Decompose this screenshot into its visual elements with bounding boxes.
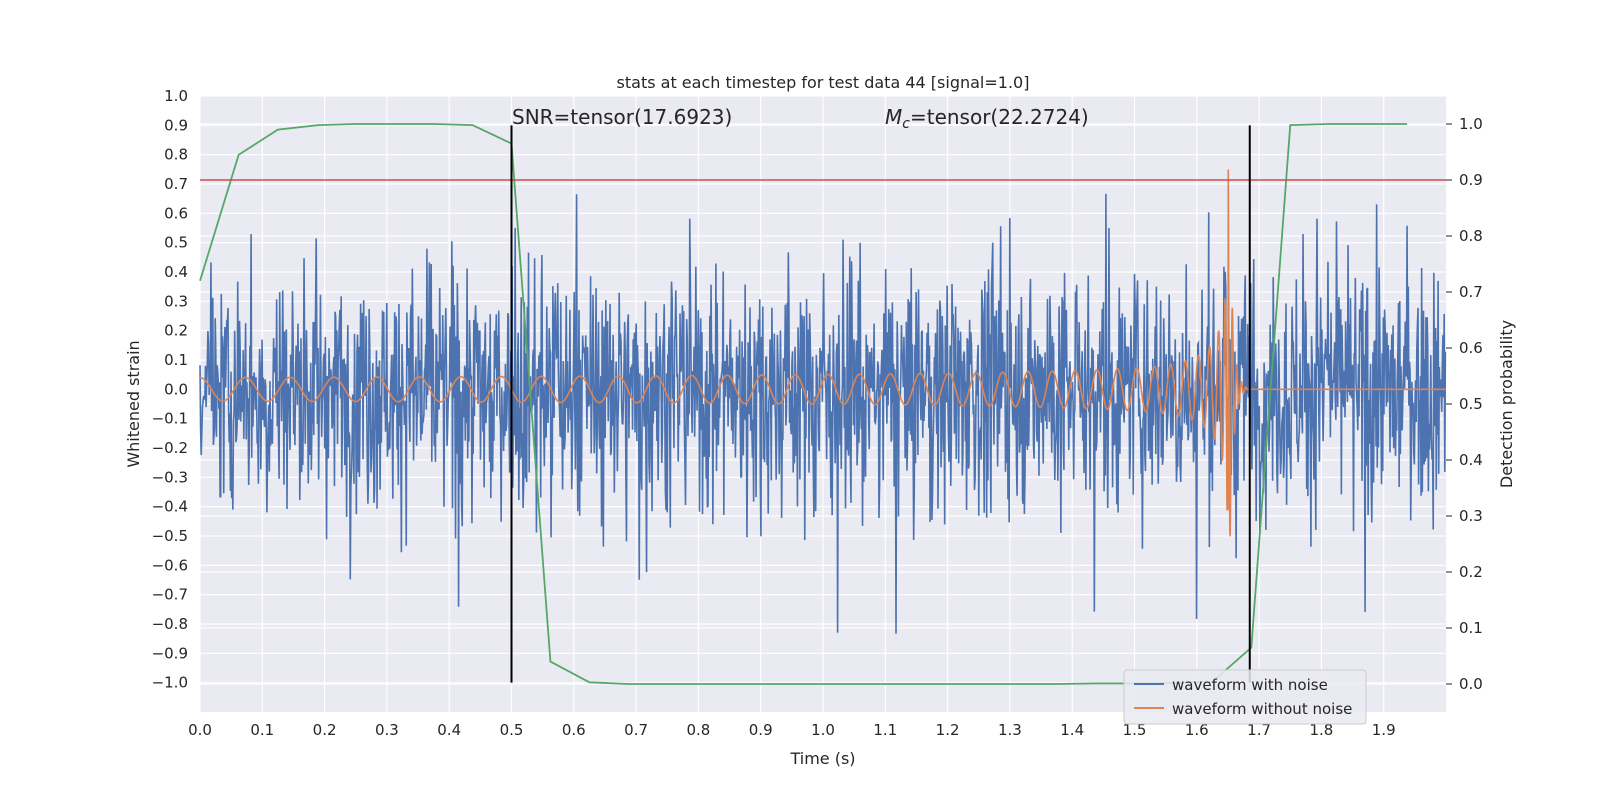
ticks-layer: 0.0 0.1 0.2 0.3 0.4 0.5 0.6 0.7 0.8 0.9 1.0 1.1 1.2 1… xyxy=(152,87,1483,739)
y-tick-label: 0.6 xyxy=(164,204,188,222)
x-tick-label: 1.7 xyxy=(1247,721,1271,739)
legend-label-clean: waveform without noise xyxy=(1172,700,1352,718)
y-tick-label: 0.2 xyxy=(164,322,188,340)
y-tick-label: 1.0 xyxy=(164,87,188,105)
y-tick-label: 0.9 xyxy=(164,116,188,134)
y-tick-label: 0.7 xyxy=(164,175,188,193)
x-tick-label: 0.9 xyxy=(749,721,773,739)
legend-box xyxy=(1123,669,1367,725)
waveform-without-noise-line xyxy=(199,169,1446,537)
y-tick-label: 0.4 xyxy=(164,263,188,281)
y-right-tick-label: 0.4 xyxy=(1459,451,1483,469)
x-tick-label: 0.2 xyxy=(313,721,337,739)
y-right-tick-label: 0.2 xyxy=(1459,563,1483,581)
y-tick-label: −0.9 xyxy=(152,644,188,662)
waveform-with-noise-line xyxy=(199,193,1447,634)
y-right-tick-label: 0.1 xyxy=(1459,619,1483,637)
y-tick-label: 0.3 xyxy=(164,292,188,310)
x-tick-label: 0.5 xyxy=(500,721,524,739)
x-tick-label: 0.0 xyxy=(188,721,212,739)
y-right-tick-label: 0.9 xyxy=(1459,171,1483,189)
chirp-mass-symbol: M xyxy=(885,105,902,129)
x-tick-label: 0.7 xyxy=(624,721,648,739)
y-right-tick-label: 0.3 xyxy=(1459,507,1483,525)
chirp-mass-subscript: c xyxy=(902,116,910,132)
y-tick-label: −0.2 xyxy=(152,439,188,457)
x-tick-label: 1.6 xyxy=(1185,721,1209,739)
y-right-tick-label: 1.0 xyxy=(1459,115,1483,133)
y-right-axis-label: Detection probability xyxy=(1497,320,1516,488)
y-right-tick-label: 0.7 xyxy=(1459,283,1483,301)
y-tick-label: −0.1 xyxy=(152,410,188,428)
y-axis-label: Whitened strain xyxy=(124,340,143,467)
snr-annotation: SNR=tensor(17.6923) xyxy=(512,105,732,129)
y-tick-label: 0.0 xyxy=(164,380,188,398)
x-tick-label: 1.8 xyxy=(1309,721,1333,739)
x-tick-label: 1.9 xyxy=(1372,721,1396,739)
x-tick-label: 0.4 xyxy=(437,721,461,739)
x-axis-label: Time (s) xyxy=(789,749,855,768)
y-right-tick-label: 0.5 xyxy=(1459,395,1483,413)
y-tick-label: 0.5 xyxy=(164,234,188,252)
chart-title: stats at each timestep for test data 44 … xyxy=(617,73,1030,92)
y-tick-label: −0.6 xyxy=(152,556,188,574)
y-right-tick-label: 0.0 xyxy=(1459,675,1483,693)
x-tick-label: 1.1 xyxy=(873,721,897,739)
x-tick-label: 1.3 xyxy=(998,721,1022,739)
legend: waveform with noise waveform without noi… xyxy=(1123,669,1367,725)
y-tick-label: −1.0 xyxy=(152,674,188,692)
x-tick-label: 1.0 xyxy=(811,721,835,739)
x-tick-label: 0.8 xyxy=(686,721,710,739)
y-tick-label: −0.7 xyxy=(152,586,188,604)
y-tick-label: −0.4 xyxy=(152,498,188,516)
y-right-tick-label: 0.8 xyxy=(1459,227,1483,245)
x-tick-label: 1.4 xyxy=(1060,721,1084,739)
series-layer xyxy=(199,169,1447,634)
y-tick-label: −0.3 xyxy=(152,468,188,486)
chirp-mass-annotation: Mc=tensor(22.2724) xyxy=(885,105,1089,132)
x-tick-label: 0.6 xyxy=(562,721,586,739)
x-tick-label: 0.1 xyxy=(250,721,274,739)
legend-label-noisy: waveform with noise xyxy=(1172,676,1328,694)
y-tick-label: 0.1 xyxy=(164,351,188,369)
y-tick-label: −0.8 xyxy=(152,615,188,633)
chirp-mass-value: =tensor(22.2724) xyxy=(910,105,1089,129)
y-tick-label: −0.5 xyxy=(152,527,188,545)
y-right-tick-label: 0.6 xyxy=(1459,339,1483,357)
y-tick-label: 0.8 xyxy=(164,146,188,164)
x-tick-label: 1.5 xyxy=(1123,721,1147,739)
x-tick-label: 0.3 xyxy=(375,721,399,739)
x-tick-label: 1.2 xyxy=(936,721,960,739)
